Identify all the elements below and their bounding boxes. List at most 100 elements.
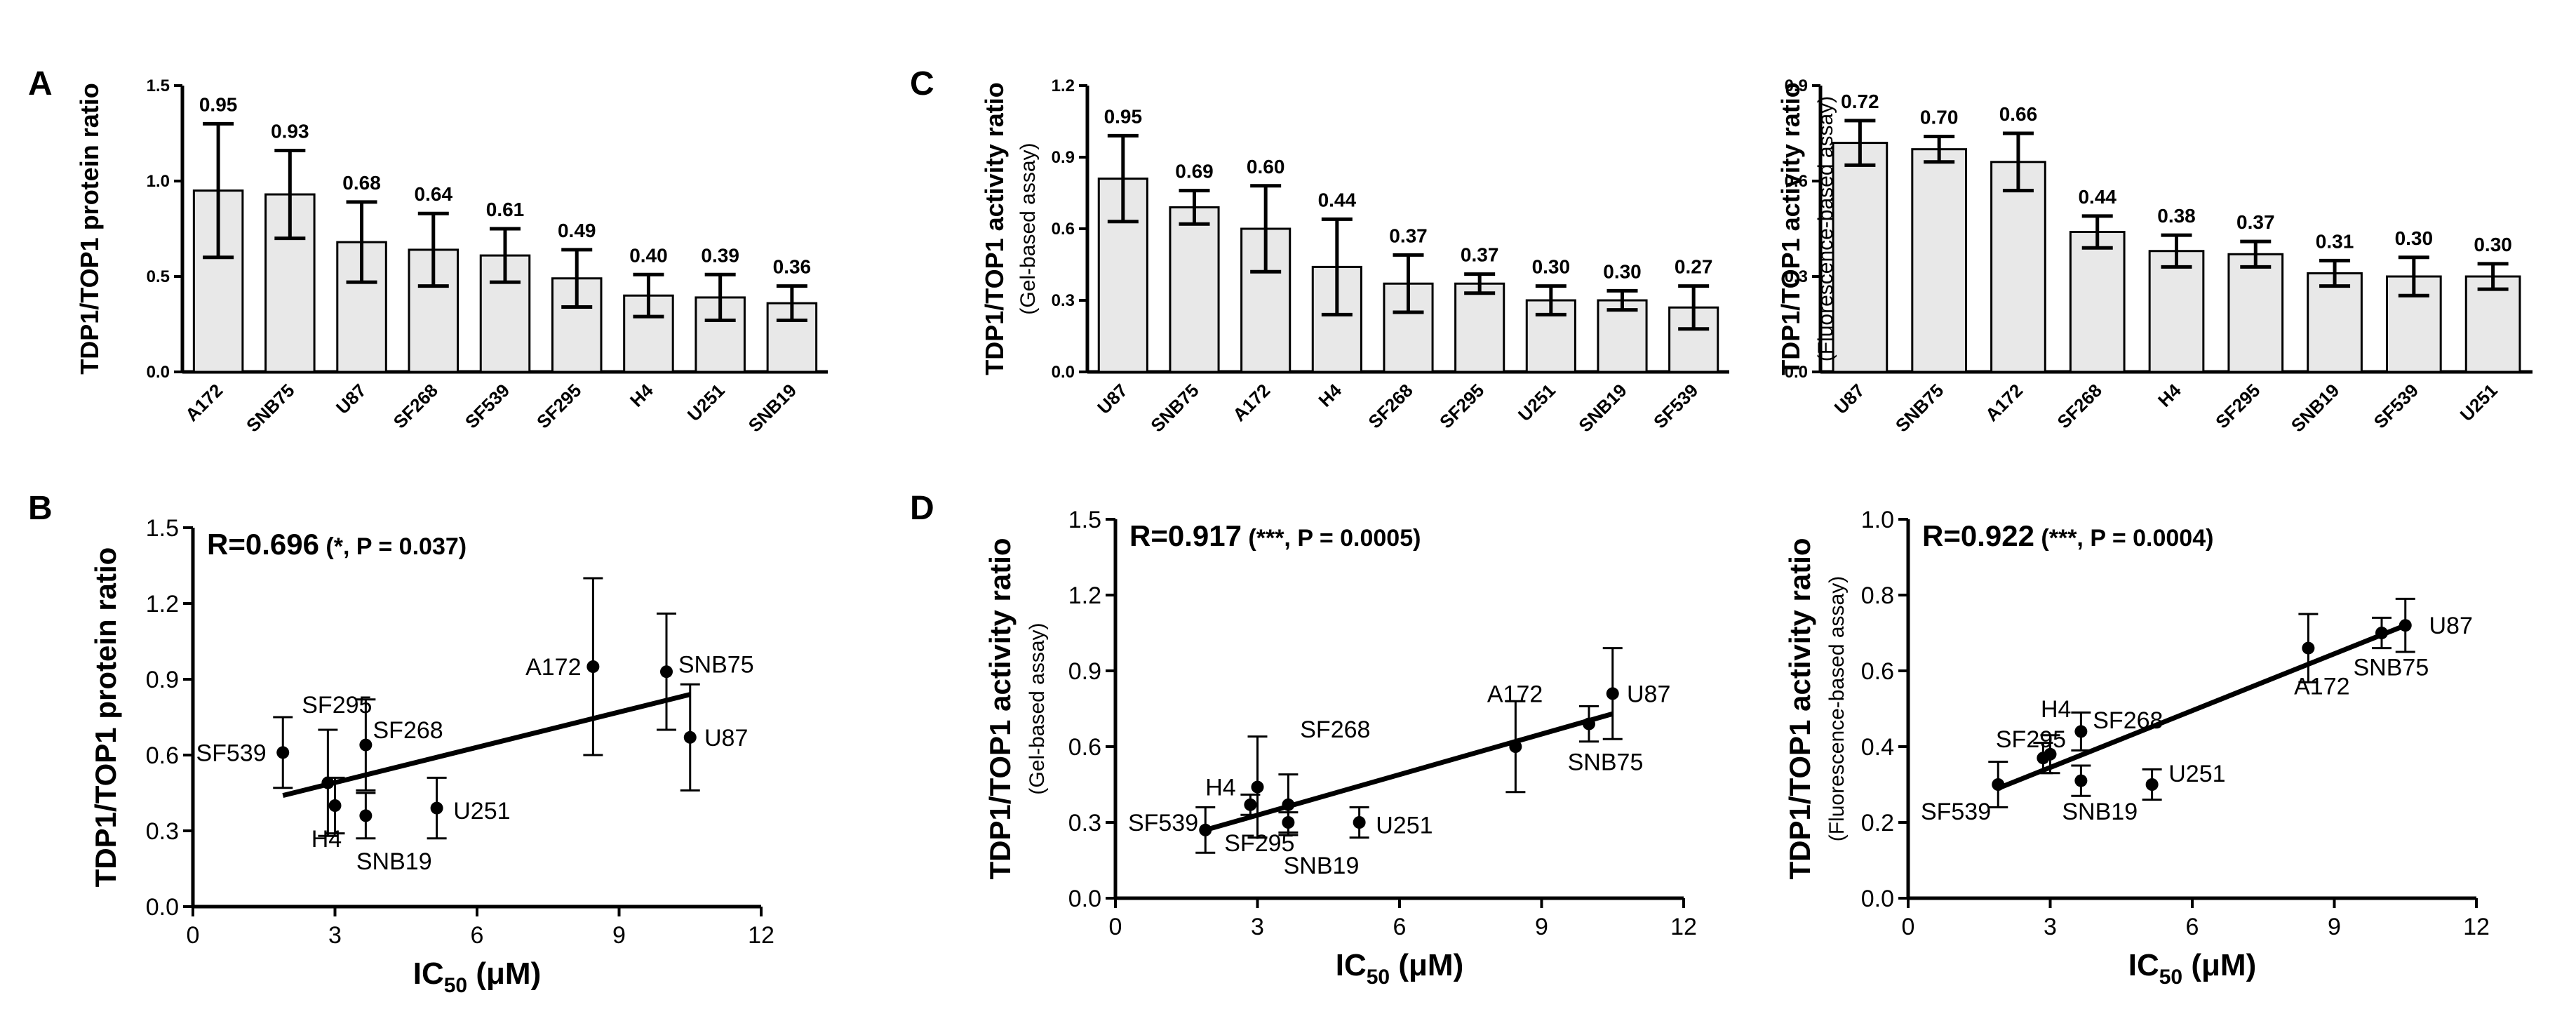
point-label: U87 (2429, 613, 2473, 639)
y-tick-label: 0.6 (1861, 658, 1894, 685)
r-value: R=0.917 (1129, 519, 1242, 552)
y-tick-label: 1.5 (146, 515, 179, 542)
value-label: 0.30 (1532, 256, 1571, 278)
y-tick-label: 0.9 (1785, 76, 1808, 95)
value-label: 0.37 (1389, 225, 1428, 246)
point-label: SNB75 (678, 651, 754, 678)
y-tick-label: 0.9 (146, 667, 179, 693)
point-sf539 (1992, 778, 2005, 791)
point-h4 (328, 799, 342, 812)
y-tick-label: 0.8 (1861, 582, 1894, 609)
point-sf295 (321, 776, 335, 789)
y-tick-label: 0.6 (146, 742, 179, 769)
point-u87 (2399, 619, 2412, 632)
value-label: 0.27 (1675, 256, 1713, 278)
x-tick-label: 9 (2328, 914, 2341, 940)
bar-u87 (1832, 142, 1889, 373)
x-tick-label: 6 (471, 922, 484, 949)
point-label: SF539 (1921, 799, 1991, 825)
point-label: U251 (2168, 761, 2225, 787)
category-label: A172 (1228, 380, 1274, 425)
point-u251 (430, 801, 443, 815)
category-label: SF539 (461, 380, 514, 432)
x-axis-title-unit: (μM) (467, 956, 541, 991)
chart-b-protein-ratio-scatter: 0.0 0.3 0.6 0.9 1.2 1.5 0 3 6 9 12 SF539 SF295 H4 SF26… (89, 515, 774, 997)
point-sf295 (1244, 798, 1257, 811)
y-tick-label: 0.0 (147, 363, 170, 382)
value-label: 0.37 (2236, 211, 2275, 233)
y-tick-label: 0.3 (1068, 810, 1101, 836)
category-label: U251 (2456, 380, 2502, 425)
point-label: H4 (1205, 775, 1235, 801)
bar-snb19 (1597, 299, 1648, 373)
x-tick-label: 6 (1393, 914, 1407, 940)
y-axis-title: TDP1/TOP1 activity ratio (984, 538, 1017, 879)
category-label: SNB75 (242, 380, 298, 436)
p-value: (***, P = 0.0005) (1242, 525, 1421, 552)
value-label: 0.31 (2316, 230, 2354, 252)
category-label: SNB75 (1146, 380, 1202, 436)
x-tick-label: 12 (748, 922, 774, 949)
value-label: 0.38 (2157, 205, 2196, 227)
point-u251 (1353, 816, 1366, 829)
point-label: SNB75 (2354, 655, 2429, 681)
regression-line (1997, 622, 2407, 791)
bar-sf268 (2069, 231, 2126, 373)
value-label: 0.39 (701, 244, 739, 266)
category-label: U87 (1093, 380, 1132, 418)
category-label: U251 (1514, 380, 1559, 425)
x-axis-title-unit: (μM) (1390, 948, 1463, 982)
value-label: 0.30 (2395, 227, 2434, 249)
category-label: U87 (332, 380, 370, 418)
y-tick-label: 0.9 (1068, 658, 1101, 685)
value-label: 0.60 (1247, 156, 1285, 178)
value-label: 0.40 (629, 244, 668, 266)
point-label: U251 (453, 798, 510, 825)
value-label: 0.70 (1920, 107, 1959, 128)
bar-h4 (2148, 250, 2205, 373)
chart-d-gel-activity-scatter: 0.00.30.60.91.21.50 3 6 9 12SF539SF295H4SF26… (984, 507, 1697, 989)
point-label: SF539 (1128, 810, 1198, 836)
point-label: U87 (704, 725, 748, 752)
point-label: U251 (1376, 813, 1433, 839)
panel-letter-a: A (28, 65, 53, 102)
value-label: 0.95 (199, 93, 238, 115)
x-axis-title-sub: 50 (1367, 966, 1390, 989)
value-label: 0.72 (1841, 91, 1879, 112)
point-snb19 (2074, 774, 2088, 787)
category-label: H4 (2154, 380, 2185, 411)
point-label: H4 (311, 826, 342, 853)
point-label: H4 (2041, 696, 2071, 723)
y-tick-label: 0.0 (1052, 363, 1075, 382)
category-label: SF295 (2211, 380, 2264, 432)
value-label: 0.93 (271, 120, 309, 142)
point-h4 (2044, 747, 2057, 761)
category-label: SF268 (2053, 380, 2106, 432)
y-axis-title: TDP1/TOP1 activity ratio (1776, 82, 1805, 375)
y-tick-label: 0.6 (1068, 734, 1101, 761)
point-snb75 (660, 665, 673, 679)
category-label: SF268 (389, 380, 442, 432)
x-axis-title-unit: (μM) (2182, 948, 2256, 982)
y-tick-label: 0.3 (1052, 291, 1075, 310)
point-label: A172 (1487, 681, 1543, 707)
category-label: U251 (683, 380, 729, 425)
point-label: SF268 (2093, 707, 2163, 734)
regression-line (282, 692, 691, 798)
x-axis-title: IC50 (μM) (413, 956, 541, 997)
x-tick-label: 0 (187, 922, 200, 949)
point-snb19 (1282, 816, 1295, 829)
value-label: 0.49 (558, 220, 596, 241)
x-tick-label: 0 (1902, 914, 1915, 940)
point-a172 (2302, 641, 2315, 655)
category-label: SNB75 (1891, 380, 1947, 436)
point-snb75 (2375, 627, 2388, 639)
category-label: H4 (626, 380, 657, 411)
bar-sf295 (1454, 282, 1505, 373)
point-a172 (586, 660, 600, 673)
x-tick-label: 0 (1109, 914, 1122, 940)
panel-letter-d: D (910, 490, 934, 527)
point-sf268 (1282, 798, 1295, 811)
y-tick-label: 0.5 (147, 267, 170, 286)
category-label: U87 (1830, 380, 1869, 418)
